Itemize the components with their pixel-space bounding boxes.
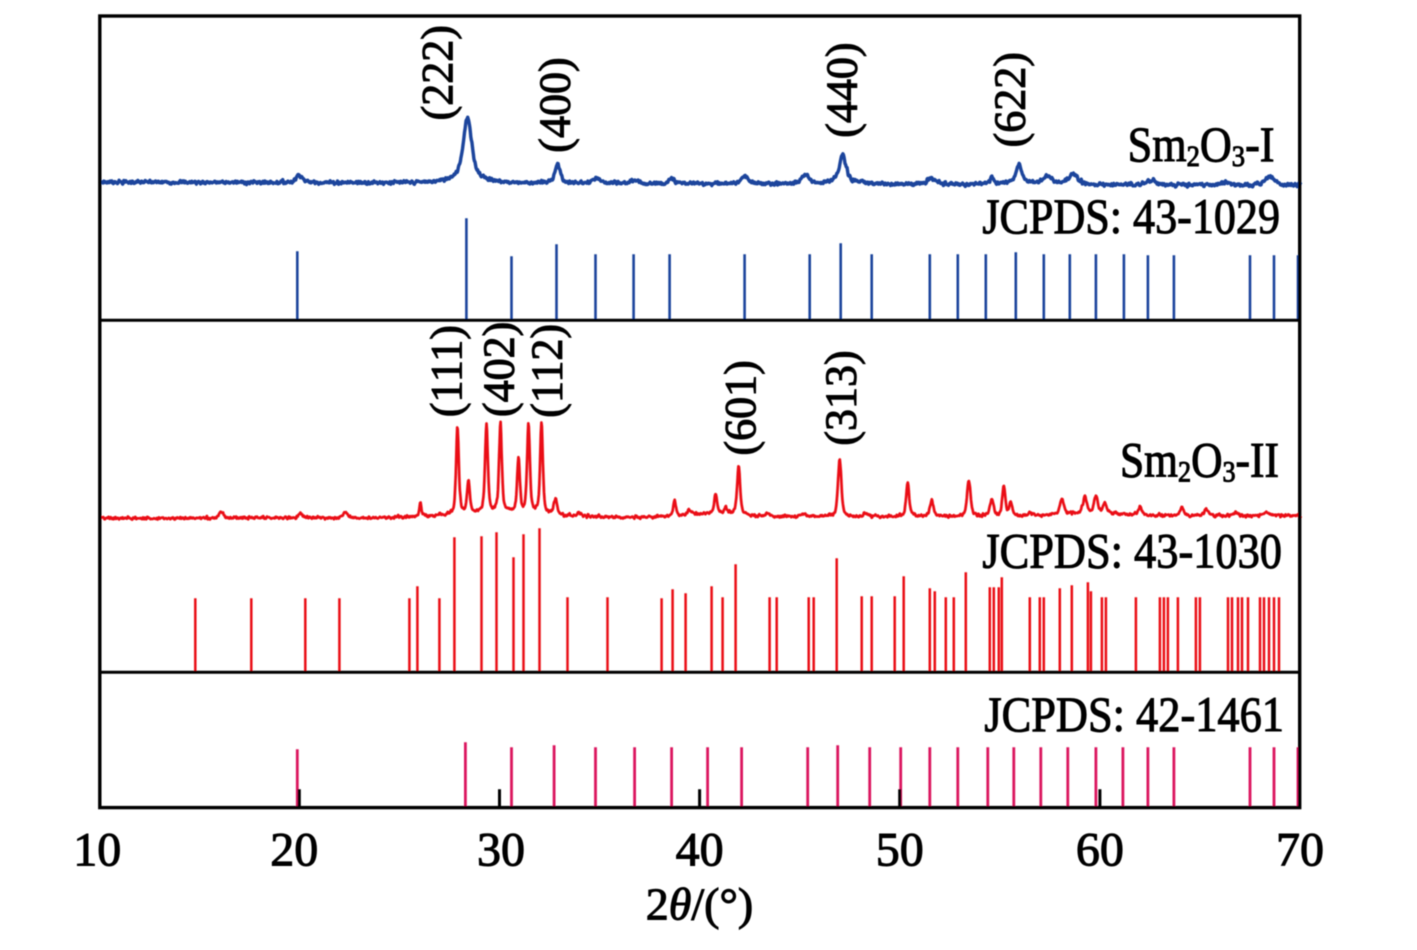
svg-text:2θ/(°): 2θ/(°) <box>646 879 753 930</box>
svg-text:20: 20 <box>270 824 318 877</box>
svg-text:(440): (440) <box>818 42 867 137</box>
svg-text:(402): (402) <box>475 322 524 417</box>
svg-text:Sm2O3-II: Sm2O3-II <box>1120 433 1279 489</box>
svg-text:40: 40 <box>676 824 724 877</box>
svg-text:(313): (313) <box>817 350 866 445</box>
svg-text:(111): (111) <box>422 325 471 417</box>
svg-text:(622): (622) <box>986 52 1035 147</box>
svg-text:10: 10 <box>73 824 121 877</box>
svg-text:(400): (400) <box>531 57 580 152</box>
svg-text:JCPDS: 43-1030: JCPDS: 43-1030 <box>982 524 1282 579</box>
svg-text:(601): (601) <box>716 360 765 455</box>
svg-text:(222): (222) <box>413 25 462 120</box>
svg-text:Sm2O3-I: Sm2O3-I <box>1128 118 1275 174</box>
svg-text:60: 60 <box>1076 824 1124 877</box>
svg-text:50: 50 <box>876 824 924 877</box>
svg-text:(112): (112) <box>522 324 571 418</box>
svg-text:JCPDS: 43-1029: JCPDS: 43-1029 <box>982 189 1280 244</box>
svg-text:30: 30 <box>477 824 525 877</box>
svg-text:70: 70 <box>1276 824 1324 877</box>
svg-text:JCPDS: 42-1461: JCPDS: 42-1461 <box>984 688 1284 743</box>
